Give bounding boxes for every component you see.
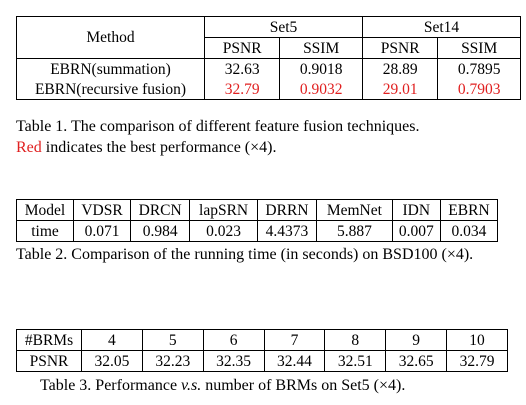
header-cell: VDSR	[72, 199, 132, 221]
value-cell: 28.89	[361, 58, 438, 79]
method-cell: EBRN(summation)	[16, 58, 205, 79]
value-cell: 4.4373	[256, 220, 318, 242]
method-cell: EBRN(recursive fusion)	[34, 80, 187, 98]
header-cell: 8	[324, 329, 387, 351]
row-label-cell: PSNR	[16, 350, 82, 372]
caption-prefix: Table 3. Performance	[40, 377, 182, 394]
header-cell: 9	[385, 329, 448, 351]
table3-caption: Table 3. Performance v.s. number of BRMs…	[40, 375, 510, 396]
brm-performance-table: #BRMs 4 5 6 7 8 9 10 PSNR 32.05 32.23 32…	[16, 329, 508, 372]
header-cell: 10	[446, 329, 508, 351]
running-time-table: Model VDSR DRCN lapSRN DRRN MemNet IDN E…	[16, 199, 499, 242]
value-cell: 0.7895	[437, 58, 521, 79]
value-cell: 0.007	[391, 220, 441, 242]
header-cell: IDN	[391, 199, 441, 221]
set5-header: Set5	[204, 16, 363, 38]
table-row: PSNR 32.05 32.23 32.35 32.44 32.51 32.65…	[16, 350, 508, 372]
value-cell: 32.23	[141, 350, 204, 372]
caption-line1: Table 1. The comparison of different fea…	[16, 118, 420, 135]
value-cell: 32.05	[81, 350, 143, 372]
header-cell: EBRN	[439, 199, 499, 221]
value-cell: 0.071	[72, 220, 132, 242]
value-cell: 5.887	[316, 220, 393, 242]
table-row: time 0.071 0.984 0.023 4.4373 5.887 0.00…	[16, 220, 499, 242]
header-cell: Model	[16, 199, 74, 221]
method-header: Method	[16, 16, 205, 59]
best-value-cell: 0.9032	[279, 79, 363, 100]
metric-header: SSIM	[279, 37, 363, 59]
metric-header: SSIM	[437, 37, 521, 59]
header-cell: MemNet	[316, 199, 393, 221]
header-cell: 4	[81, 329, 143, 351]
table2-caption: Table 2. Comparison of the running time …	[16, 246, 474, 263]
metric-header: PSNR	[203, 37, 280, 59]
value-cell: 32.51	[324, 350, 387, 372]
table1-caption: Table 1. The comparison of different fea…	[16, 116, 521, 158]
header-cell: #BRMs	[16, 329, 82, 351]
value-cell: 0.034	[439, 220, 499, 242]
table-row: #BRMs 4 5 6 7 8 9 10	[16, 329, 508, 351]
header-cell: 6	[202, 329, 265, 351]
table-row: EBRN(recursive fusion) 32.79 0.9032 29.0…	[17, 79, 521, 100]
value-cell: 32.44	[263, 350, 326, 372]
row-label-cell: time	[16, 220, 74, 242]
table-row: Model VDSR DRCN lapSRN DRRN MemNet IDN E…	[16, 199, 499, 221]
value-cell: 32.79	[446, 350, 508, 372]
value-cell: 32.65	[385, 350, 448, 372]
best-value-cell: 0.7903	[437, 79, 521, 100]
caption-italic: v.s.	[181, 377, 202, 394]
fusion-comparison-table: Method Set5 Set14 PSNR SSIM PSNR SSIM EB…	[16, 16, 521, 100]
best-value-cell: 32.79	[203, 79, 280, 100]
value-cell: 0.023	[189, 220, 258, 242]
header-cell: DRCN	[130, 199, 191, 221]
table-row: EBRN(summation) 32.63 0.9018 28.89 0.789…	[16, 58, 521, 79]
value-cell: 32.63	[203, 58, 280, 79]
header-cell: DRRN	[256, 199, 318, 221]
caption-line2: indicates the best performance (×4).	[41, 139, 277, 156]
value-cell: 32.35	[202, 350, 265, 372]
header-cell: 7	[263, 329, 326, 351]
best-value-cell: 29.01	[361, 79, 438, 100]
value-cell: 0.984	[130, 220, 191, 242]
set14-header: Set14	[361, 16, 521, 38]
header-cell: 5	[141, 329, 204, 351]
metric-header: PSNR	[361, 37, 438, 59]
caption-suffix: number of BRMs on Set5 (×4).	[201, 377, 406, 394]
value-cell: 0.9018	[279, 58, 363, 79]
caption-red-word: Red	[16, 139, 42, 156]
header-cell: lapSRN	[189, 199, 258, 221]
